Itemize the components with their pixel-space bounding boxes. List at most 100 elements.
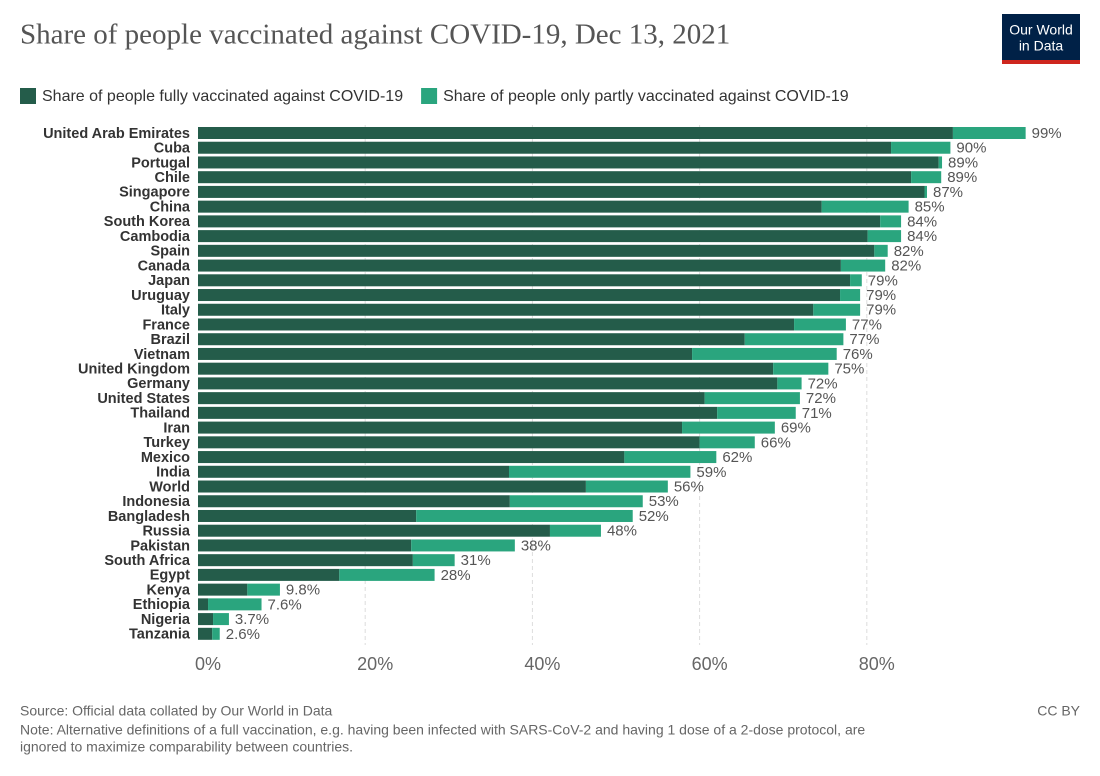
legend-swatch: [421, 88, 438, 104]
y-tick-label: United Kingdom: [78, 362, 190, 378]
bar: [198, 303, 814, 316]
bar: [198, 141, 892, 154]
bar: [891, 141, 951, 154]
bar: [198, 613, 214, 626]
bar: [840, 289, 861, 302]
y-tick-label: Portugal: [131, 155, 190, 171]
bar: [198, 524, 550, 537]
bar: [924, 185, 927, 198]
bar: [212, 627, 220, 640]
legend-swatch: [20, 88, 36, 104]
y-tick-label: Cambodia: [120, 229, 191, 245]
y-tick-label: Nigeria: [141, 612, 191, 628]
bar: [699, 436, 755, 449]
total-label: 89%: [948, 154, 978, 171]
bar: [412, 554, 455, 567]
total-label: 9.8%: [286, 582, 320, 599]
bar: [682, 421, 775, 434]
bar: [867, 230, 902, 243]
total-label: 84%: [907, 213, 937, 230]
total-label: 69%: [781, 420, 811, 437]
bar: [198, 215, 881, 228]
y-tick-label: Thailand: [130, 406, 190, 422]
y-tick-label: Canada: [138, 258, 191, 274]
total-label: 72%: [808, 375, 838, 392]
bar: [198, 347, 693, 360]
y-tick-label: Germany: [127, 376, 190, 392]
bar: [247, 583, 280, 596]
bar: [198, 539, 412, 552]
bar: [777, 377, 802, 390]
bar: [744, 333, 844, 346]
total-label: 3.7%: [235, 611, 269, 628]
bar: [509, 495, 643, 508]
bar: [198, 156, 939, 169]
y-tick-label: Tanzania: [129, 627, 191, 643]
total-label: 72%: [806, 390, 836, 407]
y-tick-label: Egypt: [150, 568, 190, 584]
chart-title: Share of people vaccinated against COVID…: [20, 19, 730, 51]
y-tick-label: Kenya: [146, 582, 190, 598]
bar: [198, 568, 340, 581]
bar: [198, 185, 925, 198]
source: Source: Official data collated by Our Wo…: [20, 703, 333, 719]
bar: [198, 377, 778, 390]
bar: [198, 333, 745, 346]
bar: [198, 200, 822, 213]
bar: [208, 598, 262, 611]
x-tick-label: 40%: [524, 654, 560, 674]
bar: [198, 230, 868, 243]
bar: [198, 627, 213, 640]
y-tick-label: Bangladesh: [108, 509, 190, 525]
note: ignored to maximize comparability betwee…: [20, 739, 353, 755]
bar: [692, 347, 837, 360]
bar: [198, 259, 841, 272]
y-tick-label: United Arab Emirates: [43, 126, 190, 142]
bar: [198, 274, 851, 287]
total-label: 75%: [834, 361, 864, 378]
total-label: 82%: [891, 258, 921, 275]
y-tick-label: South Korea: [104, 214, 191, 230]
y-tick-label: Indonesia: [122, 494, 191, 510]
bar: [198, 465, 509, 478]
total-label: 2.6%: [226, 626, 260, 643]
bar: [549, 524, 601, 537]
bar: [850, 274, 862, 287]
bar: [717, 406, 796, 419]
bar: [416, 509, 633, 522]
bar: [198, 127, 953, 139]
y-tick-label: Japan: [148, 273, 190, 289]
total-label: 53%: [649, 493, 679, 510]
y-tick-label: South Africa: [104, 553, 191, 569]
y-tick-label: Mexico: [141, 450, 190, 466]
bar: [773, 362, 829, 375]
bar: [198, 598, 209, 611]
total-label: 79%: [866, 287, 896, 304]
license: CC BY: [1037, 703, 1080, 719]
bar: [198, 171, 912, 184]
legend-label: Share of people only partly vaccinated a…: [443, 88, 849, 105]
total-label: 28%: [441, 567, 471, 584]
y-tick-label: Spain: [151, 244, 190, 260]
bar: [813, 303, 861, 316]
bar: [411, 539, 515, 552]
y-tick-label: France: [142, 317, 190, 333]
total-label: 71%: [802, 405, 832, 422]
total-label: 76%: [843, 346, 873, 363]
y-tick-label: Singapore: [119, 185, 190, 201]
y-tick-label: Cuba: [154, 141, 191, 157]
logo-box: [1002, 14, 1080, 60]
total-label: 66%: [761, 434, 791, 451]
y-tick-label: Russia: [142, 524, 190, 540]
bar: [911, 171, 942, 184]
logo-text: Our World: [1009, 22, 1073, 38]
total-label: 85%: [915, 199, 945, 216]
total-label: 77%: [849, 331, 879, 348]
y-tick-label: China: [150, 199, 191, 215]
y-tick-label: Brazil: [151, 332, 191, 348]
bar: [339, 568, 435, 581]
total-label: 48%: [607, 523, 637, 540]
total-label: 87%: [933, 184, 963, 201]
total-label: 89%: [947, 169, 977, 186]
